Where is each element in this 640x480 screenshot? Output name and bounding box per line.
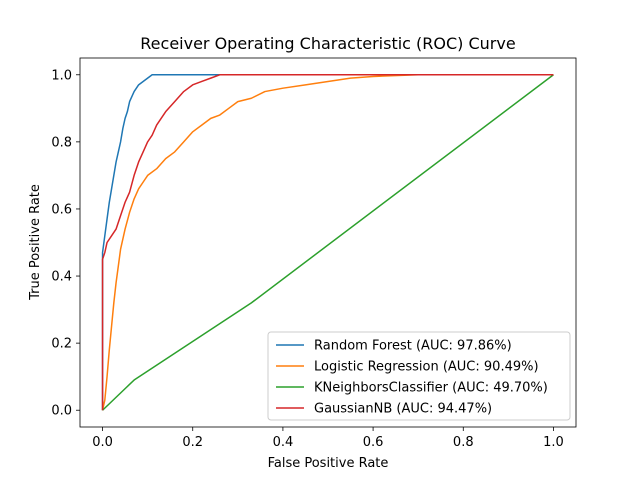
x-tick-label: 1.0 bbox=[543, 435, 564, 450]
x-tick-label: 0.6 bbox=[363, 435, 384, 450]
y-tick-label: 0.2 bbox=[51, 337, 72, 352]
plot-area: 0.0 0.2 0.4 0.6 0.8 1.0 0.0 0.2 0.4 0.6 0.8 1.0 bbox=[51, 57, 577, 450]
x-tick-label: 0.0 bbox=[92, 435, 113, 450]
legend-label-1: Logistic Regression (AUC: 90.49%) bbox=[314, 360, 539, 375]
y-tick-label: 0.6 bbox=[51, 202, 72, 217]
series-line-1 bbox=[101, 74, 554, 411]
y-axis-label: True Positive Rate bbox=[28, 184, 43, 301]
x-tick-label: 0.8 bbox=[453, 435, 474, 450]
legend-label-3: GaussianNB (AUC: 94.47%) bbox=[314, 402, 492, 417]
series-line-2 bbox=[102, 74, 554, 411]
y-tick-label: 0.0 bbox=[51, 404, 72, 419]
x-tick-label: 0.2 bbox=[182, 435, 203, 450]
legend-label-0: Random Forest (AUC: 97.86%) bbox=[314, 339, 512, 354]
legend-box bbox=[267, 331, 571, 421]
y-tick-label: 1.0 bbox=[51, 68, 72, 83]
y-tick-label: 0.4 bbox=[51, 270, 72, 285]
legend: Random Forest (AUC: 97.86%) Logistic Regr… bbox=[267, 331, 571, 421]
series-line-3 bbox=[101, 74, 554, 411]
x-tick-label: 0.4 bbox=[273, 435, 294, 450]
chart-title: Receiver Operating Characteristic (ROC) … bbox=[140, 34, 515, 53]
x-axis-label: False Positive Rate bbox=[268, 456, 389, 471]
legend-label-2: KNeighborsClassifier (AUC: 49.70%) bbox=[314, 381, 548, 396]
y-tick-label: 0.8 bbox=[51, 135, 72, 150]
axes-frame bbox=[79, 57, 577, 428]
